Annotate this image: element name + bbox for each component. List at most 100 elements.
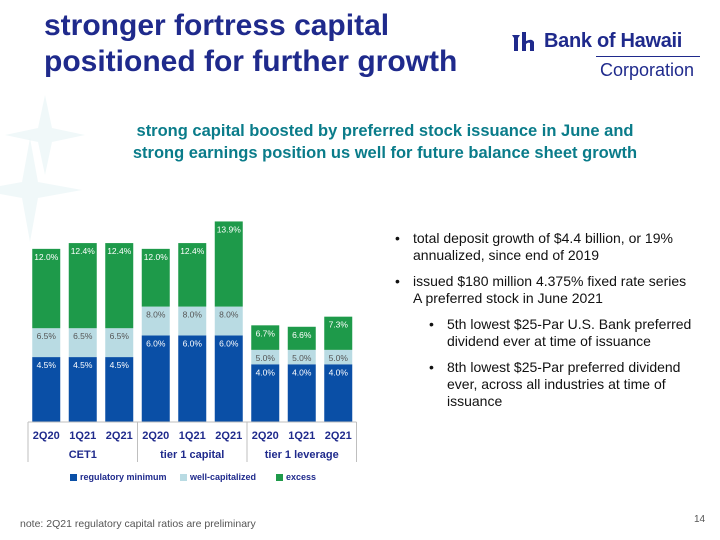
bar-segment <box>214 306 243 336</box>
title-line-1: stronger fortress capital <box>44 9 390 42</box>
x-tick-label: 2Q20 <box>252 430 279 442</box>
legend-label: well-capitalized <box>189 472 256 482</box>
data-label: 6.7% <box>256 328 276 338</box>
bar-segment <box>178 243 207 307</box>
slide-subtitle: strong capital boosted by preferred stoc… <box>90 120 680 164</box>
sub-bullet-item: • 8th lowest $25-Par preferred dividend e… <box>395 359 695 410</box>
bar-segment <box>214 335 243 422</box>
data-label: 5.0% <box>292 353 312 363</box>
bank-logo: Bank of Hawaii Corporation <box>512 30 702 86</box>
x-tick-label: 2Q21 <box>106 430 133 442</box>
data-label: 6.6% <box>292 330 312 340</box>
bullet-item: • issued $180 million 4.375% fixed rate s… <box>395 273 695 307</box>
bar-segment <box>141 248 170 307</box>
data-label: 4.5% <box>73 360 93 370</box>
bar-segment <box>324 316 353 350</box>
data-label: 6.0% <box>183 338 203 348</box>
legend-label: regulatory minimum <box>80 472 167 482</box>
logo-name: Bank of Hawaii <box>544 30 683 52</box>
data-label: 12.0% <box>34 252 59 262</box>
bar-segment <box>178 335 207 422</box>
legend-swatch <box>180 474 187 481</box>
bar-segment <box>324 349 353 365</box>
bullet-text: 8th lowest $25-Par preferred dividend ev… <box>447 359 681 409</box>
background-star-icon <box>0 138 82 242</box>
bar-segment <box>141 306 170 336</box>
legend-swatch <box>70 474 77 481</box>
x-tick-label: 2Q21 <box>215 430 242 442</box>
group-label: CET1 <box>69 449 97 461</box>
data-label: 4.0% <box>329 367 349 377</box>
data-label: 6.5% <box>37 331 57 341</box>
data-label: 7.3% <box>329 320 349 330</box>
data-label: 13.9% <box>217 224 242 234</box>
group-label: tier 1 capital <box>160 449 224 461</box>
data-label: 4.0% <box>256 367 276 377</box>
data-label: 4.5% <box>110 360 130 370</box>
subtitle-line-2: strong earnings position us well for fut… <box>132 144 638 162</box>
bar-segment <box>251 364 280 422</box>
bar-segment <box>32 357 61 422</box>
bar-segment <box>68 357 97 422</box>
bullet-glyph: • <box>429 359 434 375</box>
bar-segment <box>214 221 243 307</box>
x-tick-label: 2Q20 <box>142 430 169 442</box>
data-label: 8.0% <box>146 310 166 320</box>
bar-segment <box>324 364 353 422</box>
data-label: 6.0% <box>146 338 166 348</box>
x-tick-label: 1Q21 <box>179 430 206 442</box>
subtitle-line-1: strong capital boosted by preferred stoc… <box>136 122 634 140</box>
page-number: 14 <box>694 514 706 525</box>
bullet-text: issued $180 million 4.375% fixed rate se… <box>413 273 687 306</box>
bullet-list: • total deposit growth of $4.4 billion, o… <box>395 230 695 419</box>
data-label: 12.0% <box>144 252 169 262</box>
x-tick-label: 1Q21 <box>69 430 96 442</box>
bar-segment <box>287 364 316 422</box>
logo-corporation: Corporation <box>600 60 695 80</box>
bullet-glyph: • <box>429 316 434 332</box>
bar-segment <box>178 306 207 336</box>
data-label: 8.0% <box>183 310 203 320</box>
hawaii-logo-icon <box>512 31 534 51</box>
bar-segment <box>141 335 170 422</box>
data-label: 6.5% <box>73 331 93 341</box>
legend-swatch <box>276 474 283 481</box>
data-label: 5.0% <box>256 353 276 363</box>
data-label: 12.4% <box>107 246 132 256</box>
data-label: 6.5% <box>110 331 130 341</box>
title-line-2: positioned for further growth <box>44 45 458 78</box>
bar-segment <box>105 357 134 422</box>
bar-segment <box>105 243 134 329</box>
bullet-item: • total deposit growth of $4.4 billion, o… <box>395 230 695 264</box>
bar-segment <box>251 325 280 350</box>
bullet-glyph: • <box>395 230 400 246</box>
footnote: note: 2Q21 regulatory capital ratios are… <box>20 518 256 530</box>
logo-divider <box>596 56 700 57</box>
bar-segment <box>105 328 134 358</box>
page-title: stronger fortress capital positioned for… <box>44 8 484 80</box>
bullet-text: 5th lowest $25-Par U.S. Bank preferred d… <box>447 316 692 349</box>
x-tick-label: 2Q20 <box>33 430 60 442</box>
capital-ratio-chart: 4.5% 6.5% 12.0% 2Q20 4.5% 6.5% 12.4% 1Q21 4.5% 6.… <box>27 221 357 482</box>
data-label: 6.0% <box>219 338 239 348</box>
bar-segment <box>287 349 316 365</box>
data-label: 8.0% <box>219 310 239 320</box>
bullet-glyph: • <box>395 273 400 289</box>
bullet-text: total deposit growth of $4.4 billion, or… <box>413 230 673 263</box>
data-label: 4.5% <box>37 360 57 370</box>
x-tick-label: 2Q21 <box>325 430 352 442</box>
bar-segment <box>32 248 61 329</box>
x-tick-label: 1Q21 <box>288 430 315 442</box>
bar-segment <box>251 349 280 365</box>
data-label: 12.4% <box>71 246 96 256</box>
data-label: 12.4% <box>180 246 205 256</box>
bar-segment <box>68 328 97 358</box>
bar-segment <box>32 328 61 358</box>
group-label: tier 1 leverage <box>265 449 339 461</box>
sub-bullet-item: • 5th lowest $25-Par U.S. Bank preferred … <box>395 316 695 350</box>
data-label: 5.0% <box>329 353 349 363</box>
legend-label: excess <box>286 472 316 482</box>
background-star-icon <box>5 95 85 175</box>
data-label: 4.0% <box>292 367 312 377</box>
bar-segment <box>68 243 97 329</box>
